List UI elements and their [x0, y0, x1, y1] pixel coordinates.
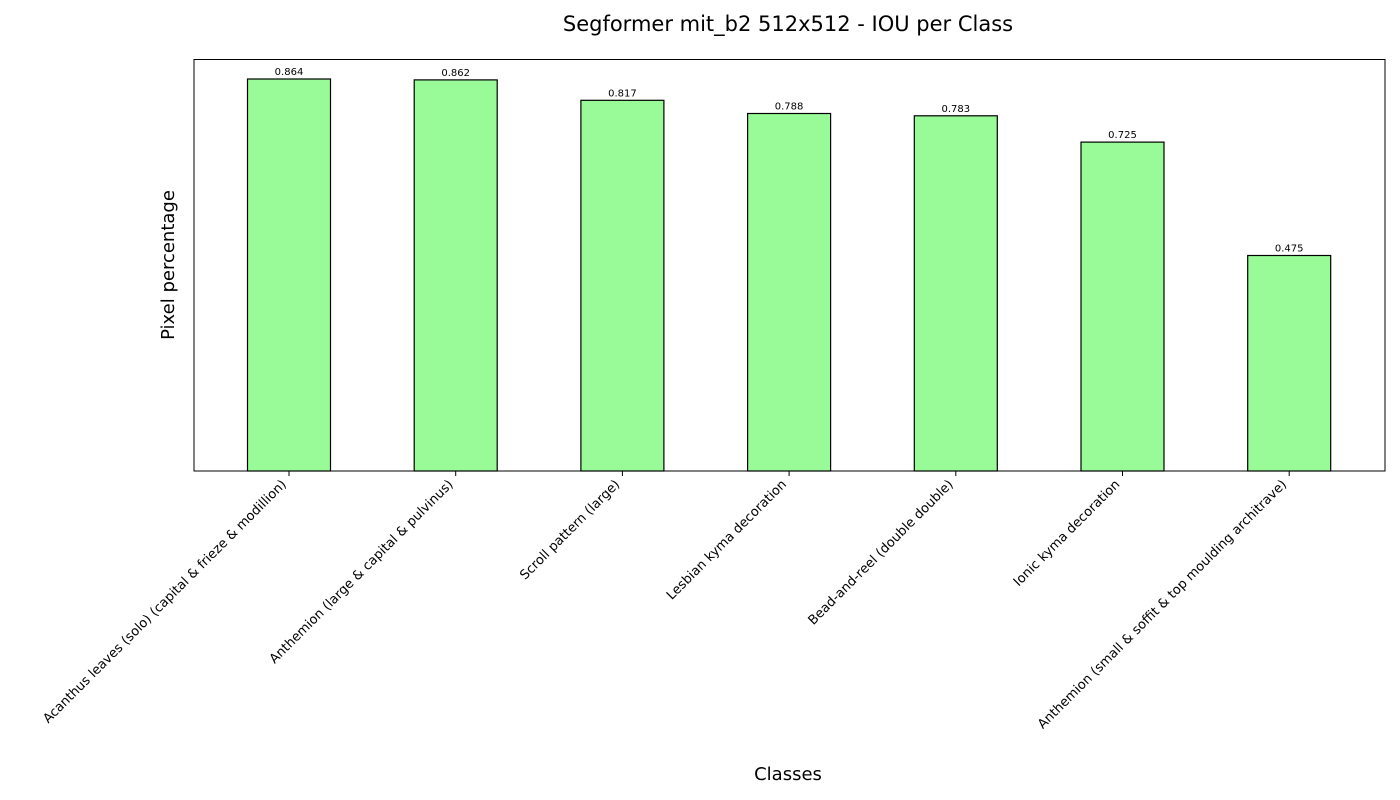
- bar-value-label: 0.475: [1275, 244, 1304, 255]
- x-ticks-group: [288, 471, 1290, 476]
- x-tick-label: Anthemion (large & capital & pulvinus): [267, 477, 457, 667]
- value-labels-group: 0.864 0.862 0.817 0.788 0.783 0.725 0.475: [275, 67, 1304, 255]
- x-tick-label: Bead-and-reel (double double): [806, 477, 957, 628]
- x-tick-label: Ionic kyma decoration: [1011, 477, 1123, 589]
- bar-value-label: 0.788: [775, 102, 804, 113]
- bar: [1080, 141, 1165, 472]
- bar-value-label: 0.817: [608, 88, 637, 99]
- bar-value-label: 0.862: [441, 68, 470, 79]
- bar: [580, 99, 665, 472]
- y-axis-label: Pixel percentage: [158, 190, 179, 340]
- x-tick-label: Acanthus leaves (solo) (capital & frieze…: [40, 477, 289, 726]
- plot-area-frame: [193, 59, 1386, 472]
- chart-title: Segformer mit_b2 512x512 - IOU per Class: [563, 12, 1013, 37]
- bar-value-label: 0.783: [941, 104, 970, 115]
- x-axis-label: Classes: [754, 764, 822, 785]
- x-tick-labels-group: Acanthus leaves (solo) (capital & frieze…: [40, 477, 1290, 732]
- bar: [1247, 254, 1332, 472]
- bars-group: [246, 78, 1332, 472]
- x-tick-label: Lesbian kyma decoration: [664, 477, 790, 603]
- bar: [913, 115, 998, 472]
- bar-value-label: 0.864: [275, 67, 304, 78]
- bar: [746, 112, 832, 472]
- bar-value-label: 0.725: [1108, 130, 1137, 141]
- x-tick-label: Scroll pattern (large): [517, 477, 623, 583]
- bar: [246, 78, 332, 472]
- bar: [413, 79, 498, 472]
